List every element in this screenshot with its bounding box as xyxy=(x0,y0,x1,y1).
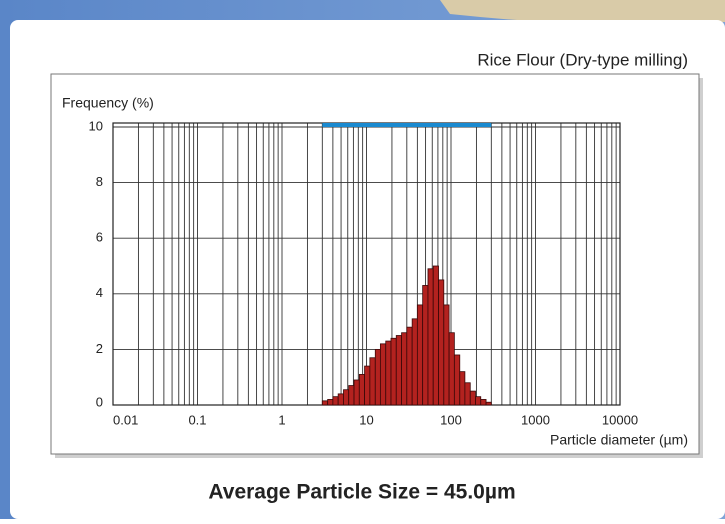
bar xyxy=(454,355,459,405)
x-tick-label: 0.01 xyxy=(113,412,138,427)
y-tick-label: 0 xyxy=(96,394,103,409)
x-tick-label: 1000 xyxy=(521,412,550,427)
y-tick-label: 8 xyxy=(96,174,103,189)
y-axis-label: Frequency (%) xyxy=(62,95,154,111)
bar xyxy=(328,399,333,405)
bar xyxy=(486,402,491,405)
bar xyxy=(470,391,475,405)
x-tick-label: 1 xyxy=(278,412,285,427)
bar xyxy=(444,305,449,405)
bar xyxy=(370,358,375,405)
page: Rice Flour (Dry-type milling) Frequency … xyxy=(0,0,725,519)
bar xyxy=(433,266,438,405)
bar xyxy=(465,383,470,405)
bar xyxy=(417,305,422,405)
bar xyxy=(359,374,364,405)
y-tick-label: 2 xyxy=(96,341,103,356)
chart-title: Rice Flour (Dry-type milling) xyxy=(477,50,688,69)
bar xyxy=(396,336,401,406)
bar xyxy=(476,397,481,405)
bar xyxy=(407,327,412,405)
bar xyxy=(380,344,385,405)
bar xyxy=(391,338,396,405)
x-tick-label: 10 xyxy=(359,412,373,427)
bar xyxy=(460,372,465,405)
bar xyxy=(338,394,343,405)
bar xyxy=(423,285,428,405)
bar xyxy=(449,333,454,405)
x-tick-label: 0.1 xyxy=(188,412,206,427)
bar xyxy=(365,366,370,405)
bar xyxy=(386,341,391,405)
bar xyxy=(322,401,327,405)
bar xyxy=(354,380,359,405)
bar xyxy=(428,269,433,405)
y-tick-label: 4 xyxy=(96,285,103,300)
x-tick-label: 10000 xyxy=(602,412,638,427)
bar xyxy=(481,399,486,405)
bar xyxy=(412,319,417,405)
bar xyxy=(439,280,444,405)
annotation: Average Particle Size = 45.0µm xyxy=(208,481,515,504)
bar xyxy=(402,333,407,405)
bar xyxy=(343,390,348,405)
x-tick-label: 100 xyxy=(440,412,462,427)
x-axis-label: Particle diameter (µm) xyxy=(550,432,688,448)
bar xyxy=(349,386,354,405)
y-tick-label: 6 xyxy=(96,230,103,245)
bar xyxy=(375,349,380,405)
bar xyxy=(333,397,338,405)
y-tick-label: 10 xyxy=(89,118,103,133)
